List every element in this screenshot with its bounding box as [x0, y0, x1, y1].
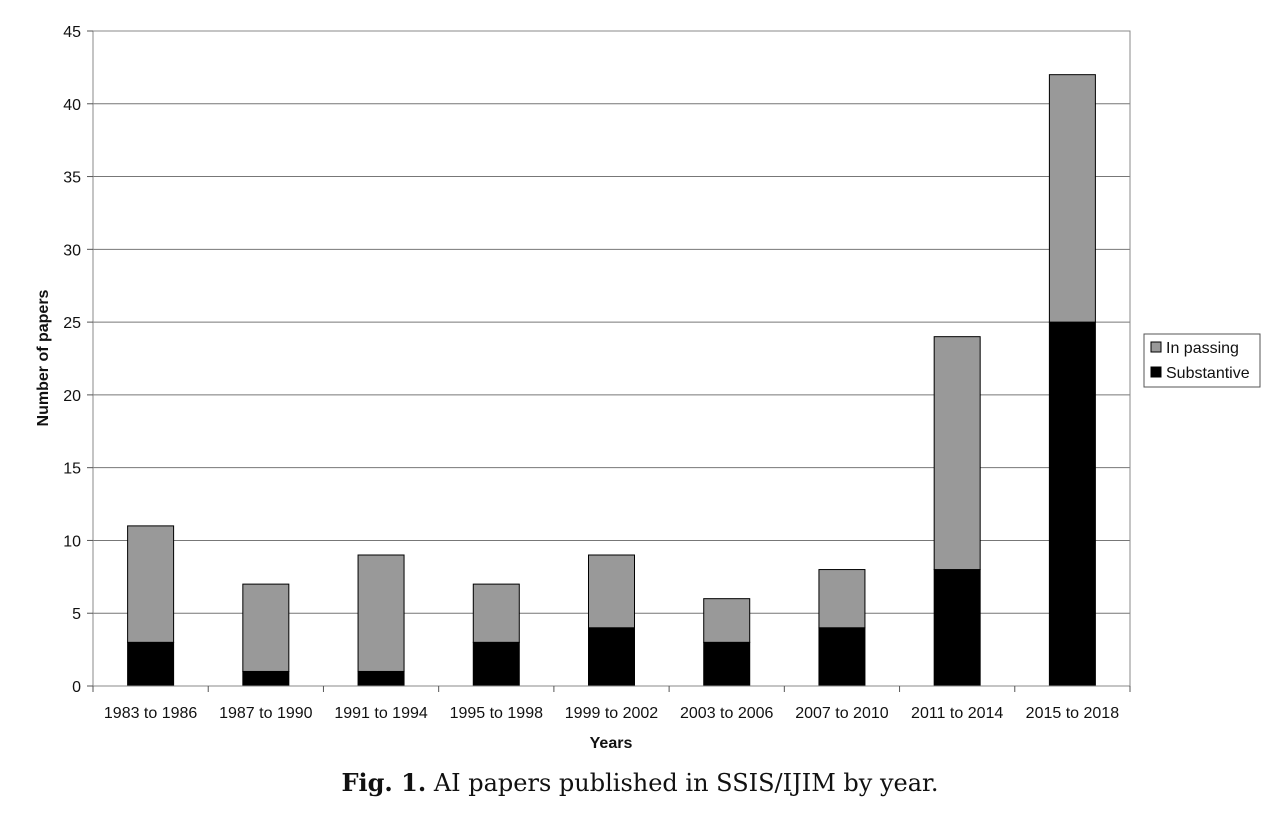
y-tick-label: 40: [63, 97, 81, 114]
plot-area-frame: [92, 30, 1131, 687]
x-tick-label: 1987 to 1990: [219, 705, 313, 722]
y-axis-ticks: 0 5 10 15 20 25 30 35 40 45: [63, 24, 93, 696]
x-tick-label: 2011 to 2014: [911, 705, 1003, 722]
x-tick-label: 2015 to 2018: [1026, 705, 1120, 722]
legend-box: [1143, 333, 1261, 388]
y-tick-label: 0: [72, 679, 81, 696]
bar-substantive: [357, 670, 405, 687]
bar-substantive: [472, 641, 520, 687]
bar-in-passing: [472, 583, 520, 643]
bar-in-passing: [818, 569, 866, 629]
y-axis-label: Number of papers: [35, 289, 52, 426]
legend-label-in-passing: In passing: [1166, 340, 1239, 357]
y-tick-label: 10: [63, 533, 81, 550]
bar-in-passing: [588, 554, 635, 629]
bar-in-passing: [357, 554, 405, 672]
x-tick-label: 1999 to 2002: [565, 705, 659, 722]
y-tick-label: 25: [63, 315, 81, 332]
bars: [127, 74, 1096, 687]
figure-caption-label: Fig. 1.: [341, 768, 427, 797]
bar-substantive: [818, 627, 866, 687]
x-axis-ticks: 1983 to 1986 1987 to 1990 1991 to 1994 1995…: [92, 686, 1131, 722]
bar-substantive: [933, 569, 981, 687]
legend-swatch-substantive: [1150, 366, 1162, 378]
x-axis-label: Years: [590, 735, 633, 752]
x-tick-label: 1991 to 1994: [334, 705, 428, 722]
figure-caption: Fig. 1. AI papers published in SSIS/IJIM…: [0, 768, 1280, 797]
legend-label-substantive: Substantive: [1166, 365, 1250, 382]
bar-in-passing: [933, 336, 981, 571]
legend: In passing Substantive: [1143, 333, 1261, 388]
bar-substantive: [703, 641, 751, 687]
bar-substantive: [588, 627, 635, 687]
y-tick-label: 5: [72, 606, 81, 623]
x-tick-label: 1983 to 1986: [104, 705, 198, 722]
bar-substantive: [127, 641, 175, 687]
bar-in-passing: [703, 598, 751, 643]
y-tick-label: 15: [63, 461, 81, 478]
bar-substantive: [1048, 321, 1096, 687]
bar-substantive: [242, 670, 290, 687]
y-tick-label: 45: [63, 24, 81, 41]
bar-in-passing: [127, 525, 175, 643]
y-tick-label: 20: [63, 388, 81, 405]
x-tick-label: 1995 to 1998: [450, 705, 544, 722]
legend-swatch-in-passing: [1150, 341, 1162, 353]
bar-in-passing: [242, 583, 290, 672]
bar-in-passing: [1048, 74, 1096, 323]
y-tick-label: 35: [63, 170, 81, 187]
x-tick-label: 2003 to 2006: [680, 705, 774, 722]
x-tick-label: 2007 to 2010: [795, 705, 889, 722]
figure-caption-text: AI papers published in SSIS/IJIM by year…: [433, 769, 939, 797]
y-tick-label: 30: [63, 242, 81, 259]
